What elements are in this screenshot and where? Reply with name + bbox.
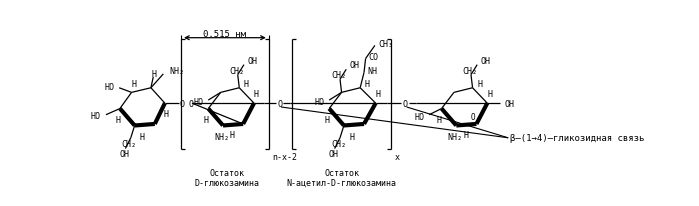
- Text: OH: OH: [120, 150, 129, 159]
- Text: H: H: [463, 131, 468, 139]
- Text: NH₂: NH₂: [170, 67, 185, 76]
- Text: H: H: [164, 109, 169, 118]
- Text: OH: OH: [480, 56, 490, 65]
- Text: OH: OH: [329, 150, 339, 159]
- Text: H: H: [203, 115, 208, 124]
- Text: OH: OH: [504, 99, 514, 108]
- Text: H: H: [244, 80, 249, 89]
- Text: HO: HO: [194, 98, 203, 107]
- Text: NH₂: NH₂: [447, 132, 462, 141]
- Text: 0.515 нм: 0.515 нм: [203, 29, 247, 38]
- Text: HO: HO: [415, 112, 424, 121]
- Text: CH₂: CH₂: [122, 139, 137, 148]
- Text: O: O: [403, 99, 408, 108]
- Text: H: H: [365, 80, 370, 89]
- Text: H: H: [437, 115, 442, 124]
- Text: n-x-2: n-x-2: [272, 152, 297, 161]
- Text: O: O: [470, 112, 475, 121]
- Text: x: x: [394, 152, 399, 161]
- Text: OH: OH: [247, 56, 257, 65]
- Text: O: O: [277, 99, 282, 108]
- Text: H: H: [152, 70, 157, 79]
- Text: H: H: [230, 131, 235, 139]
- Text: NH₂: NH₂: [214, 132, 229, 141]
- Text: CH₂: CH₂: [332, 71, 347, 80]
- Text: HO: HO: [91, 111, 101, 120]
- Text: H: H: [375, 89, 380, 98]
- Text: Остаток
D-глюкозамина: Остаток D-глюкозамина: [194, 168, 259, 187]
- Text: H: H: [349, 132, 354, 141]
- Text: H: H: [140, 132, 145, 141]
- Text: H: H: [254, 89, 259, 98]
- Text: O: O: [188, 99, 193, 108]
- Text: CO: CO: [368, 52, 379, 61]
- Text: NH: NH: [367, 66, 377, 75]
- Text: H: H: [324, 115, 329, 124]
- Text: HO: HO: [315, 98, 324, 107]
- Text: CH₂: CH₂: [229, 66, 245, 75]
- Text: HO: HO: [104, 83, 115, 92]
- Text: CH₂: CH₂: [463, 66, 477, 75]
- Text: H: H: [477, 80, 482, 89]
- Text: H: H: [131, 80, 136, 89]
- Text: OH: OH: [350, 61, 359, 70]
- Text: H: H: [116, 115, 121, 124]
- Text: O: O: [180, 99, 185, 108]
- Text: H: H: [487, 89, 492, 98]
- Text: Остаток
N-ацетил-D-глюкозамина: Остаток N-ацетил-D-глюкозамина: [287, 168, 396, 187]
- Text: β–(1→4)–гликозидная связь: β–(1→4)–гликозидная связь: [510, 134, 644, 143]
- Text: CH₂: CH₂: [331, 139, 346, 148]
- Text: CH₃: CH₃: [379, 39, 394, 48]
